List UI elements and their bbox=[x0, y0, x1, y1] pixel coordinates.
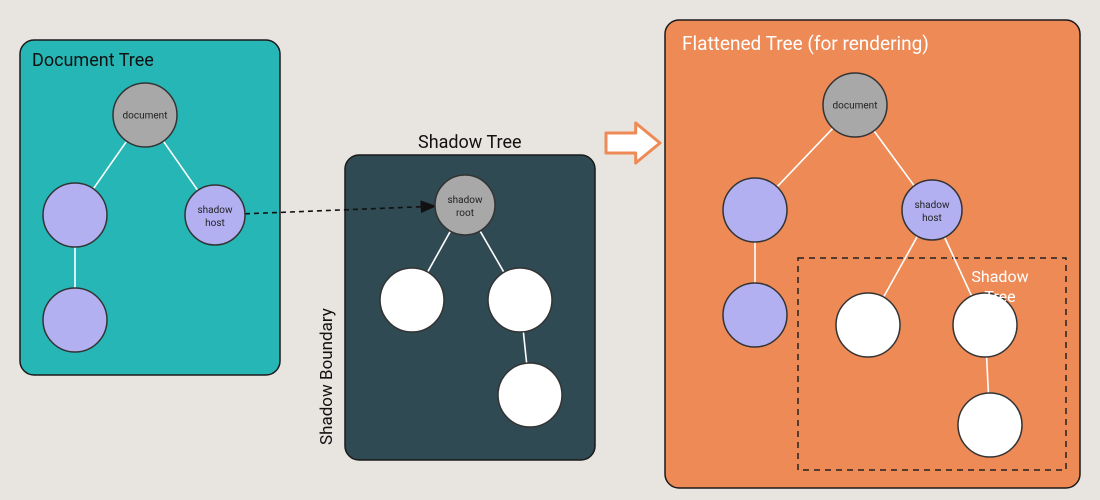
node-sh_right bbox=[488, 268, 552, 332]
node-doc_left bbox=[43, 183, 107, 247]
node-label: host bbox=[922, 213, 942, 224]
node-fl_sh_rightchild bbox=[958, 393, 1022, 457]
node-label: document bbox=[833, 101, 878, 112]
doc-panel-title: Document Tree bbox=[32, 50, 154, 71]
node-doc_leftchild bbox=[43, 288, 107, 352]
node-fl_left bbox=[723, 178, 787, 242]
node-label: host bbox=[205, 218, 225, 229]
node-sh_rightchild bbox=[498, 363, 562, 427]
node-sh_left bbox=[380, 268, 444, 332]
node-label: root bbox=[456, 208, 474, 219]
diagram-canvas: document shadow host shadow root document shad… bbox=[0, 0, 1100, 500]
flat-panel-title: Flattened Tree (for rendering) bbox=[682, 32, 929, 55]
flat-shadow-tree-label-2: Tree bbox=[984, 287, 1015, 306]
node-label: shadow bbox=[198, 205, 233, 216]
node-label: document bbox=[123, 111, 168, 122]
shadow-boundary-label: Shadow Boundary bbox=[317, 308, 337, 445]
shadow-panel-title: Shadow Tree bbox=[418, 132, 522, 153]
flat-shadow-tree-label: Shadow bbox=[971, 267, 1028, 286]
node-fl_sh_left bbox=[836, 293, 900, 357]
flatten-arrow-icon bbox=[606, 123, 660, 163]
node-label: shadow bbox=[448, 195, 483, 206]
node-fl_leftchild bbox=[723, 283, 787, 347]
node-label: shadow bbox=[915, 200, 950, 211]
